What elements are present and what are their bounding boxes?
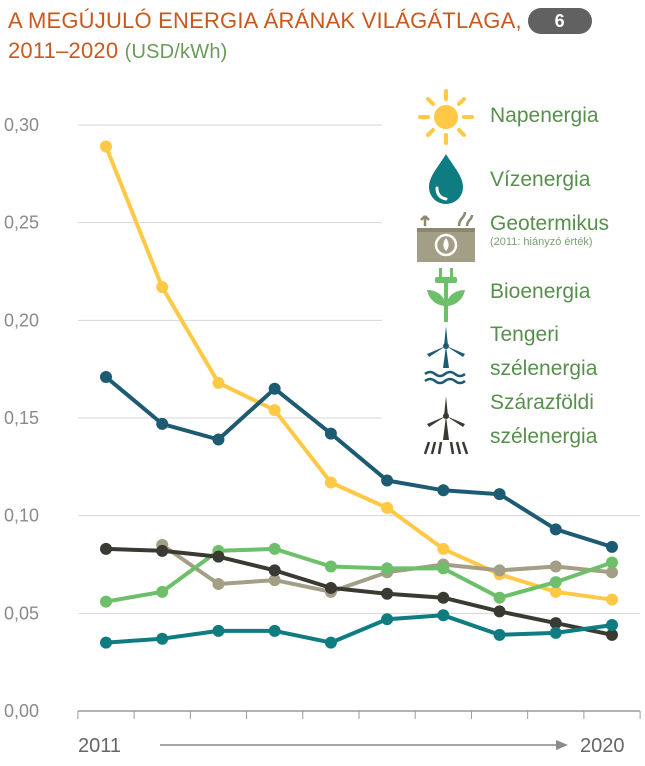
data-point-napenergia <box>100 140 112 153</box>
data-point-bioenergia <box>493 591 506 604</box>
series-line-sz-razf-ldi-sz-lenergia <box>104 546 614 637</box>
data-point-sz-razf-ldi-sz-lenergia <box>549 617 562 630</box>
series-line-v-zenergia <box>104 613 614 645</box>
legend-label-geotermikus-text: Geotermikus <box>490 212 610 235</box>
data-point-v-zenergia <box>437 609 450 622</box>
data-point-tengeri-sz-lenergia <box>324 427 337 440</box>
data-point-bioenergia <box>156 585 169 598</box>
y-tick-label: 0,20 <box>4 310 39 330</box>
offshore-wind-icon <box>424 326 466 385</box>
figure-number-badge: 6 <box>527 8 592 34</box>
data-point-napenergia <box>268 404 281 417</box>
data-point-bioenergia <box>324 560 337 573</box>
legend-label-tengeri-szelenergia: Tengeri szélenergia <box>490 323 598 380</box>
data-point-bioenergia <box>549 576 562 589</box>
series-points <box>100 140 618 649</box>
data-point-v-zenergia <box>549 626 562 639</box>
x-label-start: 2011 <box>78 735 121 757</box>
data-point-tengeri-sz-lenergia <box>156 417 169 430</box>
data-point-bioenergia <box>437 562 450 575</box>
data-point-sz-razf-ldi-sz-lenergia <box>437 591 450 604</box>
data-point-v-zenergia <box>268 624 281 637</box>
data-point-sz-razf-ldi-sz-lenergia <box>381 587 394 600</box>
data-point-tengeri-sz-lenergia <box>493 488 506 501</box>
water-drop-icon <box>429 154 463 204</box>
data-point-tengeri-sz-lenergia <box>606 540 618 553</box>
data-point-sz-razf-ldi-sz-lenergia <box>493 605 506 618</box>
legend-label-napenergia: Napenergia <box>490 104 599 127</box>
y-tick-label: 0,30 <box>4 115 39 135</box>
series-line-bioenergia <box>104 546 614 604</box>
data-point-v-zenergia <box>493 628 506 641</box>
x-label-end: 2020 <box>580 735 625 757</box>
data-point-napenergia <box>606 593 618 606</box>
data-point-bioenergia <box>268 542 281 555</box>
legend-label-bioenergia: Bioenergia <box>490 280 591 303</box>
data-point-v-zenergia <box>212 624 225 637</box>
data-point-bioenergia <box>381 562 394 575</box>
data-point-tengeri-sz-lenergia <box>268 382 281 395</box>
data-point-v-zenergia <box>606 619 618 632</box>
data-point-tengeri-sz-lenergia <box>549 523 562 536</box>
data-point-tengeri-sz-lenergia <box>437 484 450 497</box>
data-point-napenergia <box>549 585 562 598</box>
data-point-napenergia <box>437 542 450 555</box>
title-line-1: A MEGÚJULÓ ENERGIA ÁRÁNAK VILÁGÁTLAGA, <box>8 8 522 33</box>
data-point-geotermikus <box>493 564 506 577</box>
data-point-geotermikus <box>268 574 281 587</box>
series-line-tengeri-sz-lenergia <box>104 375 614 549</box>
chart-title: A MEGÚJULÓ ENERGIA ÁRÁNAK VILÁGÁTLAGA, 6 … <box>8 6 592 67</box>
data-point-tengeri-sz-lenergia <box>381 474 394 487</box>
x-axis-arrow-head <box>556 740 568 750</box>
data-point-napenergia <box>156 281 169 294</box>
data-point-sz-razf-ldi-sz-lenergia <box>100 542 112 555</box>
data-point-v-zenergia <box>156 632 169 645</box>
title-unit: (USD/kWh) <box>124 41 228 63</box>
data-point-v-zenergia <box>381 613 394 626</box>
series-lines <box>104 144 614 645</box>
data-point-napenergia <box>324 476 337 489</box>
onshore-wind-icon <box>423 396 469 455</box>
y-tick-label: 0,00 <box>4 701 39 721</box>
series-line-napenergia <box>104 144 614 602</box>
data-point-sz-razf-ldi-sz-lenergia <box>324 581 337 594</box>
legend-note-geotermikus: (2011: hiányzó érték) <box>490 236 593 248</box>
y-axis-ticks: 0,30 0,25 0,20 0,15 0,10 0,05 0,00 <box>4 115 39 721</box>
legend-label-geotermikus: Geotermikus (2011: hiányzó érték) <box>490 206 609 248</box>
data-point-sz-razf-ldi-sz-lenergia <box>606 628 618 641</box>
data-point-bioenergia <box>606 556 618 569</box>
data-point-geotermikus <box>212 578 225 591</box>
y-tick-label: 0,05 <box>4 603 39 623</box>
data-point-v-zenergia <box>100 636 112 649</box>
x-axis-ticks <box>77 711 641 719</box>
data-point-sz-razf-ldi-sz-lenergia <box>156 544 169 557</box>
title-years: 2011–2020 <box>8 38 119 63</box>
data-point-tengeri-sz-lenergia <box>212 433 225 446</box>
y-tick-label: 0,15 <box>4 408 39 428</box>
data-point-v-zenergia <box>324 636 337 649</box>
data-point-sz-razf-ldi-sz-lenergia <box>212 550 225 563</box>
plug-leaf-icon <box>427 268 465 322</box>
legend-label-vizenergia: Vízenergia <box>490 168 591 191</box>
sun-icon <box>418 89 474 145</box>
data-point-napenergia <box>212 376 225 389</box>
legend-label-szarazfoldi-szelenergia: Szárazföldi szélenergia <box>490 391 598 448</box>
x-axis-labels: 2011 2020 <box>78 735 625 757</box>
y-tick-label: 0,25 <box>4 213 39 233</box>
y-tick-label: 0,10 <box>4 506 39 526</box>
data-point-napenergia <box>381 501 394 514</box>
data-point-geotermikus <box>606 566 618 579</box>
data-point-bioenergia <box>100 595 112 608</box>
data-point-geotermikus <box>549 560 562 573</box>
data-point-sz-razf-ldi-sz-lenergia <box>268 564 281 577</box>
data-point-tengeri-sz-lenergia <box>100 370 112 383</box>
geothermal-icon <box>417 211 475 262</box>
